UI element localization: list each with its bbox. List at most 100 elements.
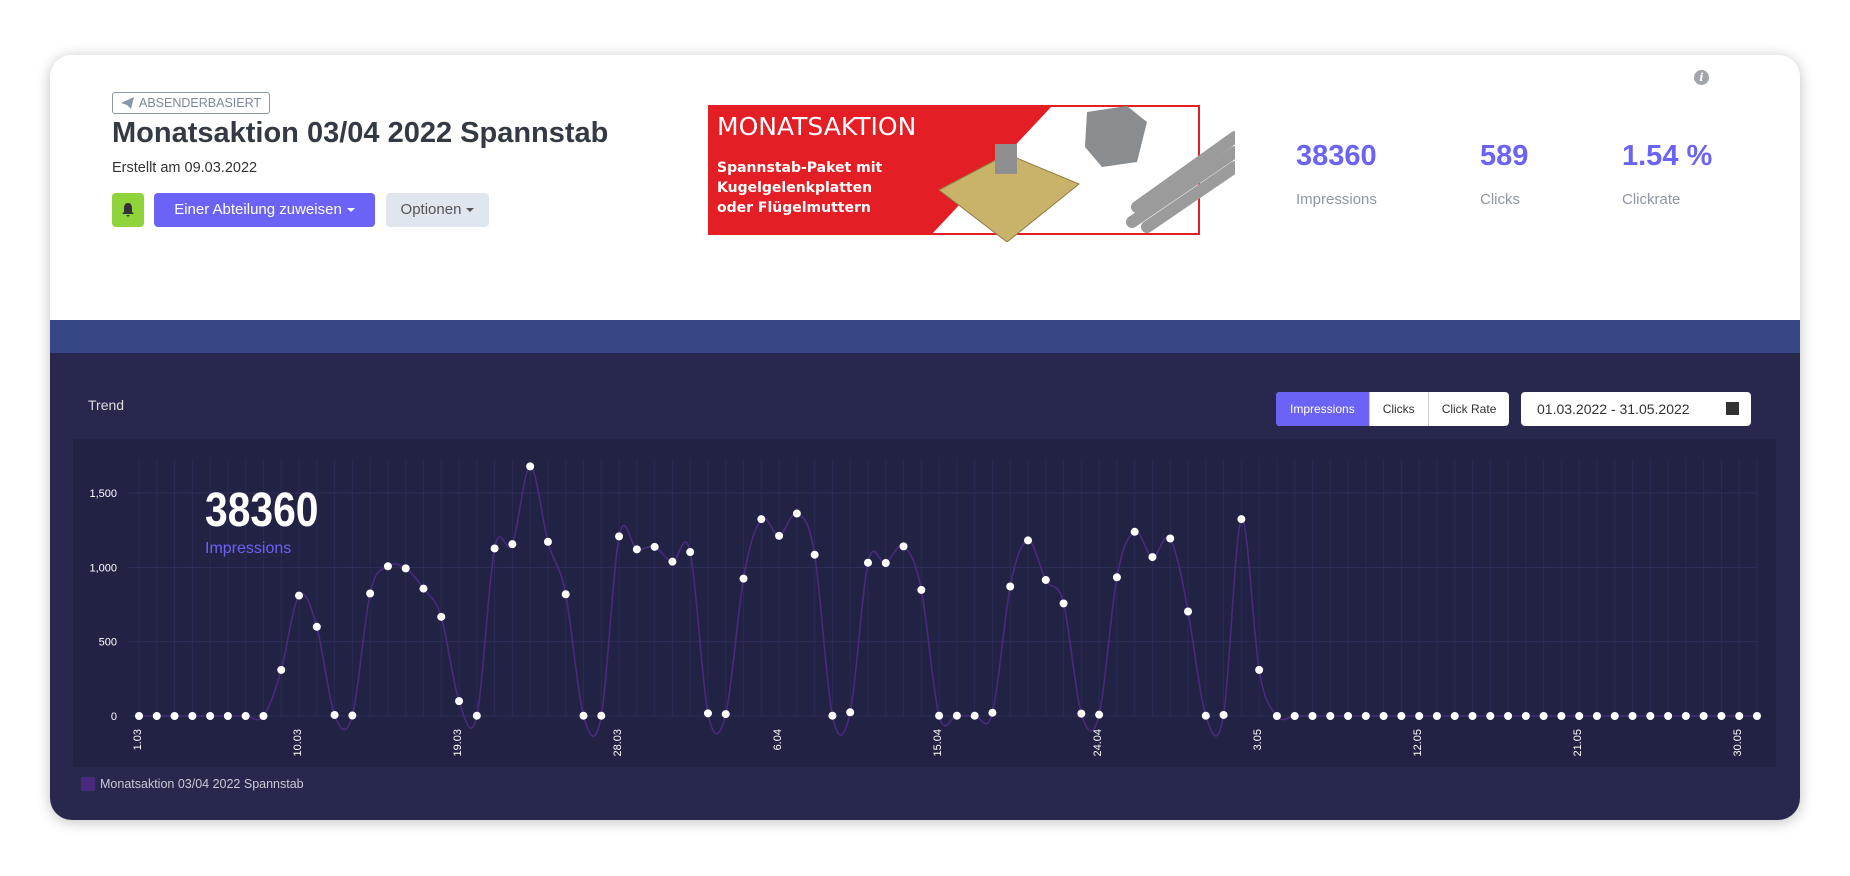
banner-line: Spannstab-Paket mit [717,160,883,176]
data-point [490,544,499,553]
data-point [135,712,143,720]
data-point [437,612,446,621]
campaign-banner-image: MONATSAKTION Spannstab-Paket mit Kugelge… [708,105,1235,242]
data-point [401,564,410,573]
data-point [1379,712,1388,720]
data-point [1166,534,1175,543]
data-point [739,574,748,583]
data-point [1184,607,1193,616]
data-point [1664,712,1673,720]
data-point [1717,712,1726,720]
data-point [259,712,268,720]
calendar-icon[interactable] [1726,402,1739,415]
stat-clickrate: 1.54 % Clickrate [1622,140,1712,208]
y-tick-label: 1,000 [89,562,117,574]
data-point [1041,575,1050,584]
data-point [1308,712,1317,720]
data-point [970,711,979,720]
data-point [472,711,481,720]
info-icon[interactable]: i [1694,70,1709,85]
options-button[interactable]: Optionen [386,193,489,227]
series-line [139,465,1757,737]
data-point [988,708,997,717]
data-point [1024,536,1033,545]
data-point [899,542,908,551]
data-point [650,542,659,551]
data-point [1432,712,1441,720]
data-point [1504,712,1513,720]
data-point [1201,711,1210,720]
data-point [1699,712,1708,720]
chart-total-label: Impressions [205,540,292,557]
section-divider [50,320,1800,353]
created-date: Erstellt am 09.03.2022 [112,160,258,176]
data-point [1095,710,1104,719]
data-point [792,509,801,518]
legend-swatch [81,777,95,791]
x-tick-label: 24.04 [1092,729,1104,757]
data-point [1486,712,1495,720]
data-point [419,584,428,593]
data-point [1148,553,1157,562]
data-point [348,711,357,720]
data-point [952,711,961,720]
x-tick-label: 28.03 [612,729,624,757]
stat-value: 38360 [1296,140,1377,172]
data-point [597,711,606,720]
toggle-clicks[interactable]: Clicks [1368,392,1428,426]
stat-clicks: 589 Clicks [1480,140,1528,208]
data-point [1415,712,1424,720]
stat-label: Clickrate [1622,191,1681,208]
x-tick-label: 1.03 [132,729,144,750]
data-point [721,710,730,719]
data-point [312,622,321,631]
campaign-card: ABSENDERBASIERT Monatsaktion 03/04 2022 … [50,55,1800,820]
data-point [1237,515,1246,524]
options-label: Optionen [400,201,462,218]
data-point [810,550,819,559]
data-point [828,711,837,720]
toggle-click-rate[interactable]: Click Rate [1427,392,1510,426]
data-point [668,557,677,566]
chart-legend[interactable]: Monatsaktion 03/04 2022 Spannstab [81,777,304,791]
data-point [846,708,855,717]
data-point [206,712,215,720]
data-point [1006,582,1015,591]
data-point [935,711,944,720]
data-point [1255,665,1264,674]
data-point [1077,709,1086,718]
trend-section: Trend Impressions Clicks Click Rate 01.0… [50,353,1800,820]
data-point [1628,712,1637,720]
data-point [508,540,517,549]
data-point [881,559,890,568]
data-point [1272,712,1281,720]
data-point [383,562,392,571]
data-point [703,709,712,718]
data-point [1681,712,1690,720]
data-point [1753,712,1761,720]
y-tick-label: 1,500 [89,488,117,500]
data-point [1059,599,1068,608]
paper-plane-icon [121,97,134,109]
notification-button[interactable] [112,193,144,227]
data-point [543,537,552,546]
data-point [1539,712,1548,720]
toggle-impressions[interactable]: Impressions [1276,392,1369,426]
page-title: Monatsaktion 03/04 2022 Spannstab [112,117,609,149]
data-point [863,558,872,567]
chart-panel: 0 500 1,000 1,500 1.03 10.03 19.03 28.03 6.04 15.… [73,439,1776,767]
data-point [526,462,535,471]
data-point [1361,712,1370,720]
assign-label: Einer Abteilung zuweisen [174,201,342,218]
data-point [1450,712,1459,720]
data-point [152,712,161,720]
data-point [366,589,375,598]
assign-department-button[interactable]: Einer Abteilung zuweisen [154,193,375,227]
data-point [1112,573,1121,582]
x-tick-label: 30.05 [1732,729,1744,757]
x-tick-label: 12.05 [1412,729,1424,757]
data-point [1735,712,1744,720]
date-range-picker[interactable]: 01.03.2022 - 31.05.2022 [1521,392,1751,426]
data-point [1468,712,1477,720]
data-point [295,591,304,600]
